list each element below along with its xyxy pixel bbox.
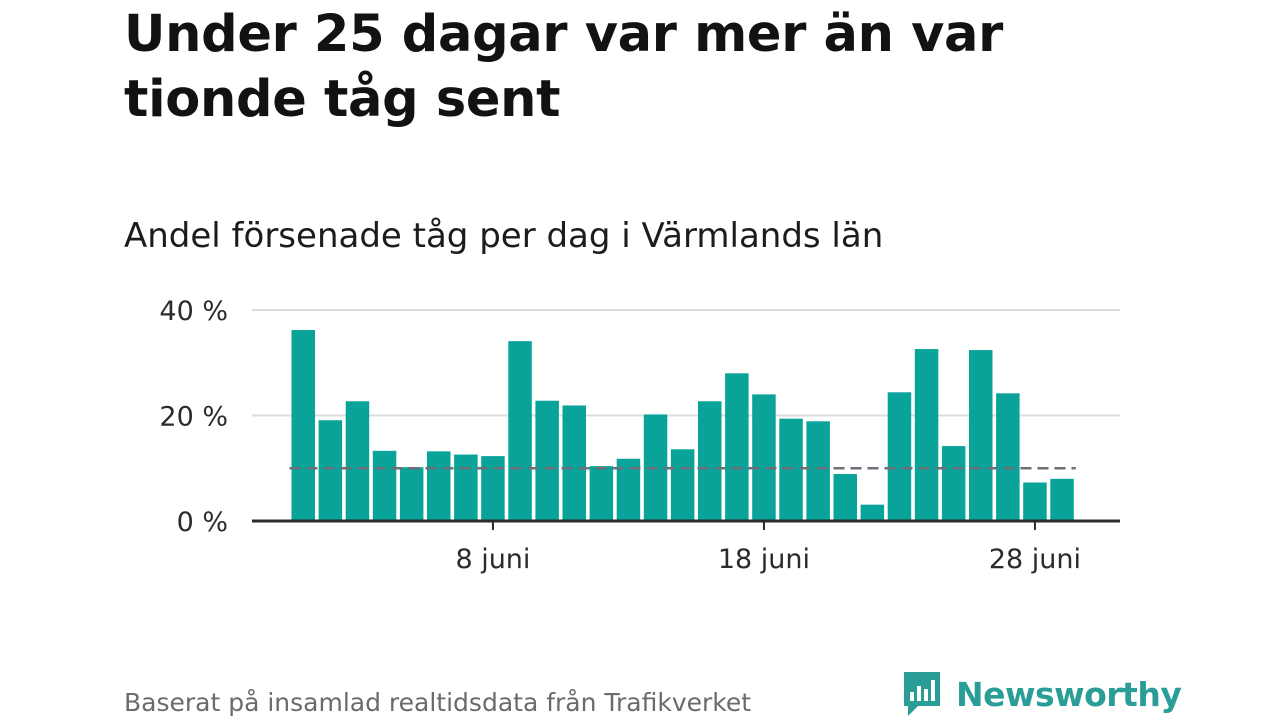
bar-day-16 (698, 401, 722, 521)
y-tick-label: 0 % (177, 507, 228, 538)
bar-day-5 (399, 467, 424, 521)
bar-day-19 (779, 418, 803, 521)
bar-day-2 (318, 420, 343, 521)
bar-day-26 (969, 350, 993, 521)
x-tick-label: 28 juni (989, 544, 1081, 575)
bar-day-21 (833, 474, 857, 521)
bar-day-23 (887, 392, 912, 521)
chart-subtitle: Andel försenade tåg per dag i Värmlands … (124, 216, 884, 256)
bar-day-17 (725, 373, 749, 521)
y-axis-tick-labels: 0 % 20 % 40 % (159, 296, 228, 538)
bar-day-22 (860, 504, 885, 521)
bar-day-24 (914, 349, 939, 521)
y-tick-label: 20 % (159, 402, 228, 433)
bar-day-28 (1023, 482, 1047, 521)
bar-day-3 (345, 401, 370, 521)
bar-day-7 (454, 454, 478, 521)
newsworthy-logo-icon (904, 672, 940, 716)
bar-day-8 (481, 456, 505, 521)
headline: Under 25 dagar var mer än var tionde tåg… (124, 5, 1003, 129)
bar-day-9 (508, 341, 532, 521)
brand[interactable]: Newsworthy (902, 670, 1182, 718)
bar-day-25 (941, 446, 966, 521)
bar-day-11 (562, 405, 586, 521)
bar-day-12 (589, 466, 614, 521)
x-axis-tick-labels: 8 juni 18 juni 28 juni (455, 521, 1081, 575)
bar-day-10 (535, 400, 559, 521)
bar-day-1 (291, 330, 315, 521)
x-tick-label: 8 juni (455, 544, 530, 575)
bar-day-15 (670, 449, 695, 521)
bar-day-13 (616, 458, 641, 521)
x-tick-label: 18 juni (718, 544, 810, 575)
bars (291, 330, 1074, 521)
bar-day-29 (1050, 478, 1074, 521)
y-tick-label: 40 % (159, 296, 228, 327)
bar-day-6 (427, 451, 451, 521)
bar-chart: 0 % 20 % 40 % 8 juni 18 juni 28 juni (159, 296, 1120, 575)
bar-day-20 (806, 421, 830, 521)
brand-name: Newsworthy (956, 674, 1182, 714)
bar-day-18 (752, 394, 776, 521)
source-note: Baserat på insamlad realtidsdata från Tr… (124, 688, 752, 717)
bar-day-27 (996, 393, 1020, 521)
bar-day-4 (372, 450, 397, 521)
